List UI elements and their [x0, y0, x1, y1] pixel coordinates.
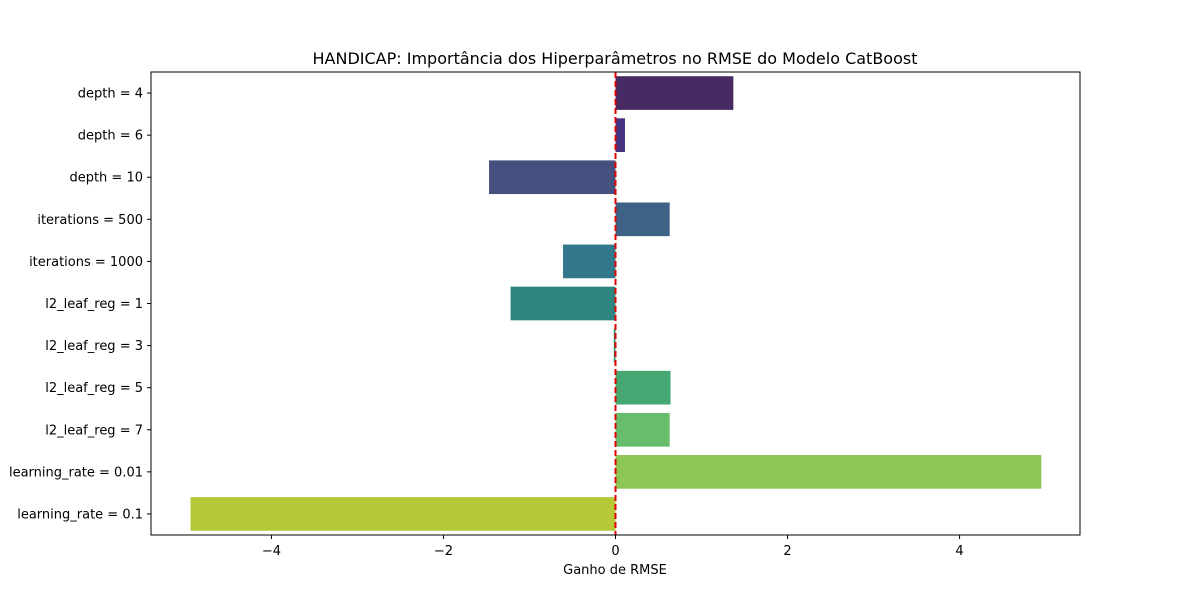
- bar-6: [510, 286, 616, 321]
- chart-title: HANDICAP: Importância dos Hiperparâmetro…: [313, 49, 918, 68]
- y-axis-ticks: depth = 4 depth = 6 depth = 10 iterations =…: [9, 87, 151, 522]
- bar-11: [190, 497, 616, 531]
- y-tick-label: learning_rate = 0.01: [9, 465, 143, 480]
- bar-3: [489, 160, 616, 195]
- x-tick-label: −4: [262, 544, 281, 559]
- x-tick-label: 4: [955, 544, 963, 559]
- y-tick-label: learning_rate = 0.1: [17, 507, 143, 522]
- y-tick-label: depth = 10: [69, 171, 143, 186]
- y-tick-label: l2_leaf_reg = 7: [45, 423, 143, 438]
- bars-group: [190, 76, 1042, 531]
- y-tick-label: l2_leaf_reg = 1: [45, 297, 143, 312]
- bar-2: [615, 118, 625, 152]
- bar-1: [615, 76, 734, 110]
- y-tick-label: iterations = 1000: [29, 255, 143, 270]
- y-tick-label: l2_leaf_reg = 5: [45, 381, 143, 396]
- bar-9: [615, 412, 670, 447]
- y-tick-label: l2_leaf_reg = 3: [45, 339, 143, 354]
- x-axis-ticks: −4 −2 0 2 4: [262, 535, 964, 559]
- bar-8: [615, 370, 671, 405]
- bar-10: [615, 455, 1042, 489]
- bar-4: [615, 202, 670, 237]
- y-tick-label: depth = 4: [78, 87, 143, 102]
- y-tick-label: depth = 6: [78, 129, 143, 144]
- x-axis-label: Ganho de RMSE: [563, 563, 667, 578]
- x-tick-label: 0: [611, 544, 619, 559]
- plot-frame: [150, 71, 1081, 536]
- bar-5: [563, 244, 616, 279]
- x-tick-label: −2: [434, 544, 453, 559]
- y-tick-label: iterations = 500: [37, 213, 143, 228]
- x-tick-label: 2: [783, 544, 791, 559]
